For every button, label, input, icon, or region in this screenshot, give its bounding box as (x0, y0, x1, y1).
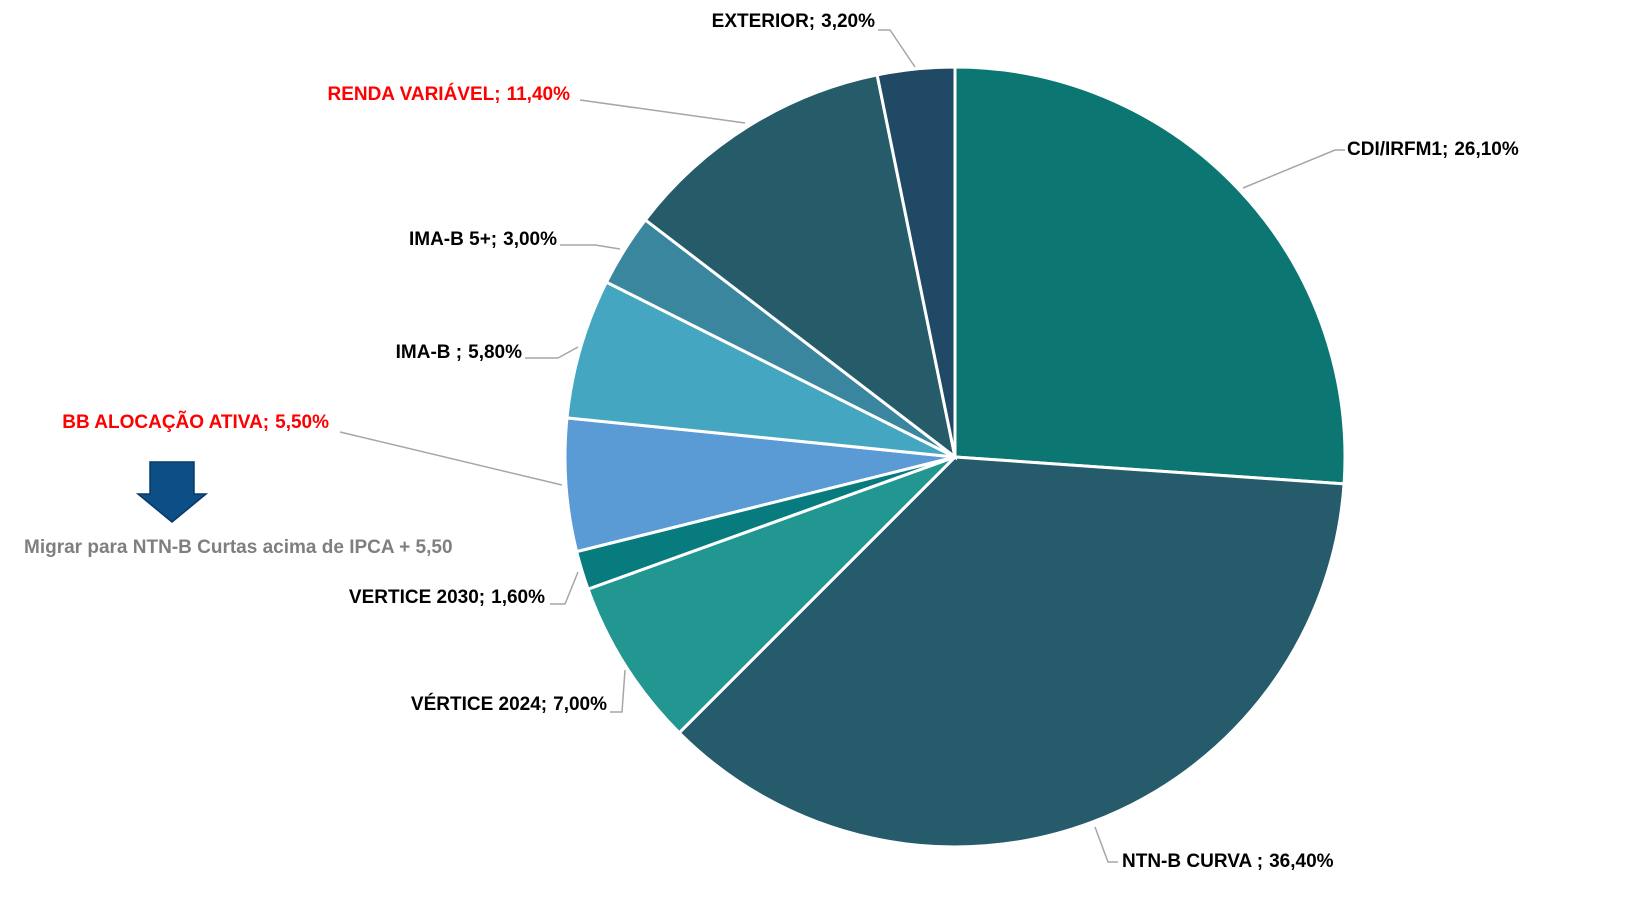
pie-slice (565, 280, 956, 459)
data-label: RENDA VARIÁVEL; 11,40% (327, 83, 570, 105)
label-category: EXTERIOR; (712, 11, 815, 32)
data-label: NTN-B CURVA ; 36,40% (1122, 851, 1334, 872)
label-value: 36,40% (1269, 851, 1334, 872)
label-value: 1,60% (491, 587, 545, 608)
down-arrow (135, 461, 209, 523)
label-category: RENDA VARIÁVEL; (327, 83, 500, 105)
label-value: 3,20% (821, 11, 875, 32)
pie-slice (586, 455, 957, 735)
data-label: IMA-B 5+; 3,00% (409, 229, 557, 250)
leader-line (560, 244, 621, 250)
label-category: BB ALOCAÇÃO ATIVA; (62, 411, 269, 433)
label-category: IMA-B 5+; (409, 229, 497, 250)
leader-line (525, 346, 579, 359)
data-label: IMA-B ; 5,80% (396, 342, 522, 363)
data-label: BB ALOCAÇÃO ATIVA; 5,50% (62, 411, 329, 433)
pie-slice (563, 416, 956, 554)
leader-line (550, 571, 579, 605)
data-label: VERTICE 2030; 1,60% (349, 587, 545, 608)
pie-slice (953, 65, 1347, 486)
label-category: VERTICE 2030; (349, 587, 485, 608)
label-value: 5,50% (275, 412, 329, 433)
leader-line (878, 29, 916, 68)
pie-slice (677, 455, 1346, 849)
leader-line (1094, 826, 1118, 863)
leader-line (579, 99, 746, 124)
label-value: 7,00% (553, 694, 607, 715)
leader-line (1242, 149, 1345, 189)
label-value: 11,40% (507, 84, 570, 105)
label-category: CDI/IRFM1; (1347, 139, 1448, 160)
label-value: 3,00% (503, 229, 557, 250)
label-category: IMA-B ; (396, 342, 462, 363)
label-value: 26,10% (1454, 139, 1519, 160)
label-category: VÉRTICE 2024; (411, 693, 547, 715)
data-label: EXTERIOR; 3,20% (712, 11, 875, 32)
label-category: NTN-B CURVA ; (1122, 851, 1263, 872)
pie-slice (643, 73, 958, 461)
data-label: CDI/IRFM1; 26,10% (1347, 139, 1519, 160)
pie-slice (875, 65, 957, 458)
annotation: Migrar para NTN-B Curtas acima de IPCA +… (24, 537, 453, 558)
leader-line (610, 669, 626, 713)
leader-line (339, 431, 563, 486)
data-label: VÉRTICE 2024; 7,00% (411, 693, 607, 715)
label-value: 5,80% (468, 342, 522, 363)
